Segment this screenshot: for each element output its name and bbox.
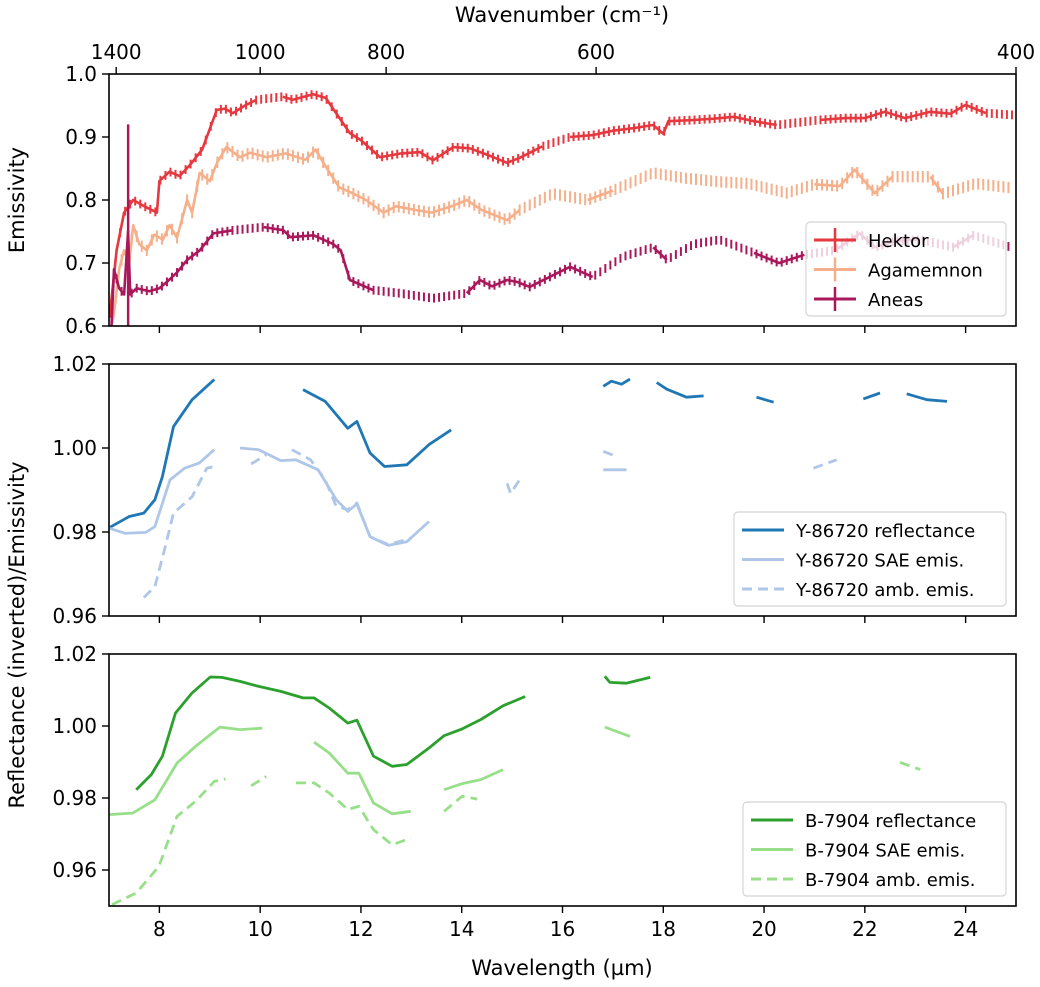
legend-label: Y-86720 amb. emis.: [795, 580, 974, 601]
series-line: [313, 741, 411, 816]
series-line: [239, 446, 430, 547]
legend-item: B-7904 SAE emis.: [751, 841, 965, 862]
series-line: [111, 777, 226, 906]
plot-area: [109, 377, 948, 599]
x-tick-label: 20: [751, 917, 776, 941]
legend-box: [742, 801, 1007, 897]
series-line: [602, 450, 617, 458]
x-tick-label: 16: [550, 917, 575, 941]
y-tick-label: 1.00: [52, 714, 97, 738]
x-tick-label: 10: [247, 917, 272, 941]
series-line: [603, 675, 651, 685]
legend-label: Hektor: [868, 231, 929, 252]
panel1-ylabel: Emissivity: [5, 147, 29, 253]
plot-area: [109, 675, 921, 906]
series-b-7904-amb-emis-: [111, 761, 921, 906]
x-tick-label: 8: [153, 917, 166, 941]
series-line: [899, 761, 921, 771]
series-y-86720-reflectance: [109, 377, 948, 530]
series-line: [109, 448, 216, 535]
legend-item: Hektor: [814, 228, 929, 252]
top-x-tick-label: 1000: [235, 40, 286, 64]
series-line: [604, 725, 631, 738]
y-tick-label: 1.0: [65, 62, 97, 86]
x-tick-label: 18: [651, 917, 676, 941]
legend-item: Agamemnon: [814, 257, 983, 282]
series-line: [756, 395, 774, 404]
series-hektor: [109, 90, 1013, 318]
y-tick-label: 0.98: [52, 786, 97, 810]
y-tick-label: 1.02: [52, 642, 97, 666]
top-xaxis-label: Wavenumber (cm⁻¹): [455, 3, 669, 27]
legend-label: B-7904 reflectance: [805, 811, 976, 832]
legend-item: Y-86720 amb. emis.: [742, 580, 974, 601]
shared-ylabel: Reflectance (inverted)/Emissivity: [5, 461, 29, 808]
x-tick-label: 24: [953, 917, 978, 941]
top-x-tick-label: 400: [997, 40, 1035, 64]
panel-3: 0.96 0.98 1.00 1.02 8 10 12 14 16 18 20 22 24 B-7904 …: [52, 642, 1017, 941]
legend-item: B-7904 amb. emis.: [751, 870, 976, 891]
legend: Hektor Agamemnon Aneas: [805, 221, 1007, 317]
legend-label: Agamemnon: [868, 261, 983, 282]
series-line: [291, 448, 412, 546]
top-x-tick-label: 1400: [91, 40, 142, 64]
series-line: [142, 465, 215, 599]
series-line: [109, 378, 216, 530]
y-tick-label: 1.02: [52, 352, 97, 376]
series-line: [250, 775, 267, 787]
series-line: [302, 388, 452, 468]
series-line: [655, 381, 704, 399]
series-line: [812, 458, 838, 470]
series-b-7904-reflectance: [135, 675, 651, 791]
top-x-tick-label: 800: [367, 40, 405, 64]
legend-label: B-7904 SAE emis.: [805, 841, 965, 862]
series-line: [110, 145, 521, 326]
top-x-tick-label: 600: [577, 40, 615, 64]
legend-label: Aneas: [868, 290, 923, 311]
series-line: [443, 794, 478, 813]
series-y-86720-amb-emis-: [142, 448, 838, 599]
legend-item: Y-86720 reflectance: [742, 521, 975, 542]
y-tick-label: 0.8: [65, 188, 97, 212]
y-tick-label: 0.96: [52, 604, 97, 628]
y-tick-label: 0.7: [65, 251, 97, 275]
series-line: [443, 768, 504, 792]
series-line: [505, 475, 523, 495]
series-y-86720-sae-emis-: [109, 446, 627, 547]
legend-box: [805, 221, 1007, 317]
y-tick-label: 0.98: [52, 520, 97, 544]
legend: Y-86720 reflectance Y-86720 SAE emis. Y-86…: [733, 511, 1007, 607]
plot-area: [109, 90, 1013, 326]
x-tick-label: 22: [852, 917, 877, 941]
legend-label: Y-86720 SAE emis.: [795, 551, 964, 572]
series-line: [109, 725, 263, 816]
legend-label: B-7904 amb. emis.: [805, 870, 976, 891]
series-line: [109, 98, 258, 314]
bottom-xaxis-label: Wavelength (µm): [471, 956, 652, 980]
series-line: [906, 392, 948, 403]
y-tick-label: 0.9: [65, 125, 97, 149]
legend-item: Aneas: [814, 287, 923, 311]
series-line: [295, 781, 412, 847]
series-b-7904-sae-emis-: [109, 725, 631, 816]
legend-label: Y-86720 reflectance: [795, 521, 975, 542]
legend: B-7904 reflectance B-7904 SAE emis. B-7904…: [742, 801, 1007, 897]
panel-2: 0.960.981.001.02Y-86720 reflectanceY-867…: [52, 352, 1017, 628]
series-agamemnon: [110, 142, 1010, 326]
legend-item: B-7904 reflectance: [751, 811, 976, 832]
series-line: [135, 675, 526, 791]
y-tick-label: 1.00: [52, 436, 97, 460]
x-tick-label: 14: [449, 917, 474, 941]
legend-box: [733, 511, 1007, 607]
series-line: [282, 92, 543, 165]
y-tick-label: 0.96: [52, 858, 97, 882]
y-tick-label: 0.6: [65, 314, 97, 338]
x-tick-label: 12: [348, 917, 373, 941]
series-line: [250, 453, 267, 466]
series-line: [602, 377, 631, 388]
series-line: [862, 391, 881, 401]
legend-item: Y-86720 SAE emis.: [742, 551, 964, 572]
